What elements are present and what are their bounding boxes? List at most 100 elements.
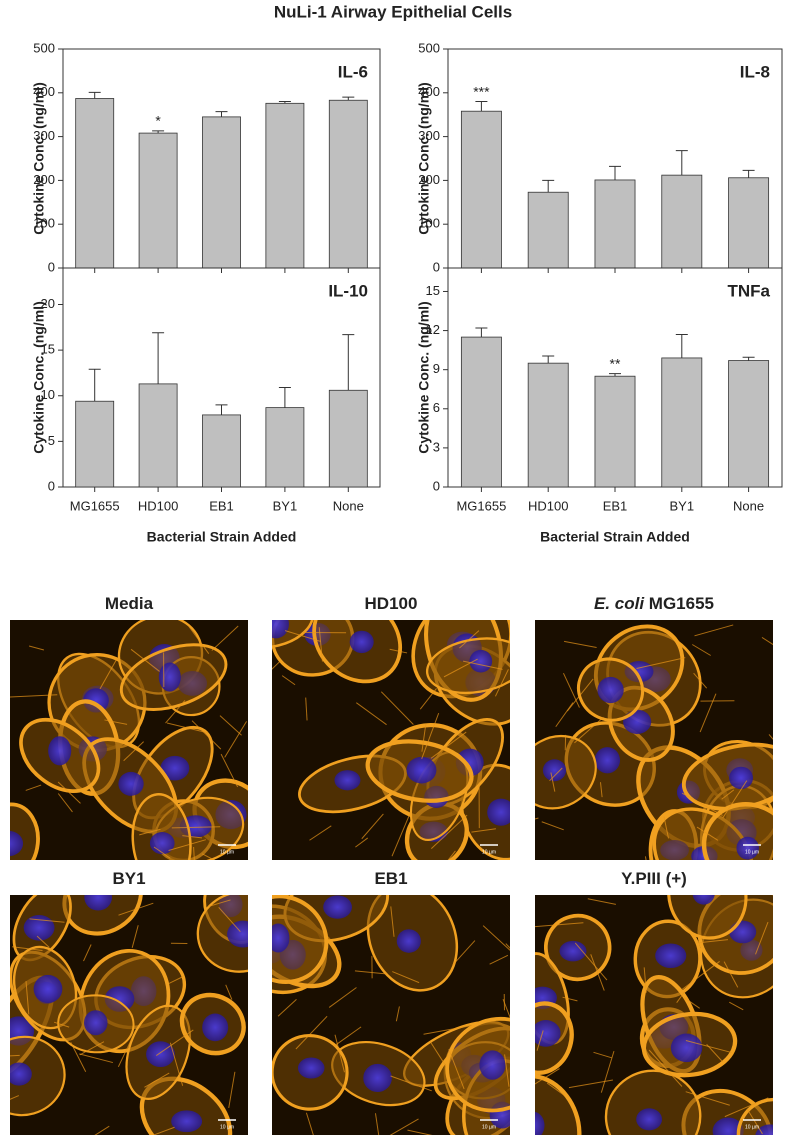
error-bar (475, 328, 487, 337)
x-tick-label: BY1 (670, 498, 695, 513)
nucleus (671, 1033, 703, 1062)
panel-label: TNFa (728, 281, 771, 300)
nucleus (522, 1112, 544, 1139)
image-label: Y.PIII (+) (621, 869, 687, 888)
nucleus (655, 943, 686, 968)
bar (595, 376, 635, 487)
y-tick-label: 3 (433, 439, 440, 454)
y-tick-label: 6 (433, 400, 440, 415)
nucleus (159, 662, 181, 691)
bar (139, 133, 177, 268)
error-bar (216, 112, 228, 117)
nucleus (636, 1108, 662, 1130)
panel-label: IL-10 (328, 281, 368, 300)
cells (0, 848, 293, 1140)
image-label-text: EB1 (374, 869, 407, 888)
bar (202, 415, 240, 487)
micrograph: 10 µm (0, 848, 293, 1140)
error-bar (216, 405, 228, 415)
bar (329, 390, 367, 487)
error-bar (342, 97, 354, 100)
bar (662, 358, 702, 487)
nucleus (34, 975, 63, 1003)
image-label: HD100 (365, 594, 418, 613)
nucleus (595, 747, 620, 773)
nucleus (6, 1062, 32, 1085)
nucleus (397, 929, 421, 953)
image-label: BY1 (112, 869, 145, 888)
bar (729, 178, 769, 268)
error-bar (676, 151, 688, 176)
nucleus (202, 1014, 228, 1042)
x-tick-label: MG1655 (456, 498, 506, 513)
micrograph: 10 µm (0, 607, 277, 891)
error-bar (743, 170, 755, 177)
nucleus (227, 921, 258, 948)
significance-label: * (155, 113, 161, 129)
y-tick-label: 0 (48, 478, 55, 493)
image-label: EB1 (374, 869, 407, 888)
significance-label: *** (473, 83, 490, 99)
x-tick-label: EB1 (209, 498, 234, 513)
nucleus (267, 924, 290, 953)
bar (76, 401, 114, 487)
nucleus (323, 895, 352, 918)
nucleus (84, 1010, 108, 1035)
bar (266, 408, 304, 487)
bar (729, 361, 769, 487)
nucleus (171, 1110, 202, 1132)
significance-label: ** (610, 355, 621, 371)
scale-bar-label: 10 µm (482, 1124, 496, 1130)
y-axis-label: Cytokine Conc. (ng/ml) (416, 82, 432, 234)
figure-title: NuLi-1 Airway Epithelial Cells (274, 2, 512, 21)
scale-bar-label: 10 µm (745, 1124, 759, 1130)
error-bar (542, 356, 554, 363)
nucleus (729, 767, 753, 789)
bar (329, 100, 367, 268)
nucleus (597, 677, 623, 703)
bar (266, 103, 304, 268)
micrograph: 10 µm (215, 857, 561, 1140)
bar (461, 337, 501, 487)
error-bar (342, 335, 354, 391)
x-tick-label: EB1 (603, 498, 628, 513)
nucleus (24, 915, 55, 941)
nucleus (693, 883, 715, 905)
panel-label: IL-8 (740, 62, 770, 81)
image-label-text: BY1 (112, 869, 145, 888)
x-tick-label: BY1 (273, 498, 298, 513)
image-label-text: Y.PIII (+) (621, 869, 687, 888)
y-tick-label: 15 (426, 283, 440, 298)
x-tick-label: None (333, 498, 364, 513)
image-label-text: MG1655 (649, 594, 714, 613)
nucleus (736, 837, 759, 860)
nucleus (543, 759, 566, 781)
bar (76, 98, 114, 268)
y-tick-label: 0 (433, 478, 440, 493)
nucleus (479, 1050, 505, 1079)
y-tick-label: 5 (48, 433, 55, 448)
bar (528, 192, 568, 268)
nucleus (487, 799, 515, 826)
error-bar (609, 166, 621, 180)
image-label-text: Media (105, 594, 154, 613)
y-tick-label: 0 (48, 259, 55, 274)
nucleus (363, 1064, 392, 1092)
x-tick-label: MG1655 (70, 498, 120, 513)
y-axis-label: Cytokine Conc. (ng/ml) (31, 82, 47, 234)
nucleus (298, 1058, 325, 1079)
x-axis-label: Bacterial Strain Added (147, 529, 297, 545)
x-axis-label: Bacterial Strain Added (540, 529, 690, 545)
nucleus (263, 610, 289, 639)
nucleus (48, 736, 71, 765)
bar (139, 384, 177, 487)
error-bar (475, 102, 487, 112)
bar (528, 363, 568, 487)
scale-bar-label: 10 µm (220, 849, 234, 855)
y-axis-label: Cytokine Conc. (ng/ml) (31, 301, 47, 453)
y-axis-label: Cytokine Conc. (ng/ml) (416, 301, 432, 453)
fiber (506, 944, 537, 977)
y-tick-label: 0 (433, 259, 440, 274)
nucleus (118, 772, 143, 796)
scale-bar-label: 10 µm (482, 849, 496, 855)
